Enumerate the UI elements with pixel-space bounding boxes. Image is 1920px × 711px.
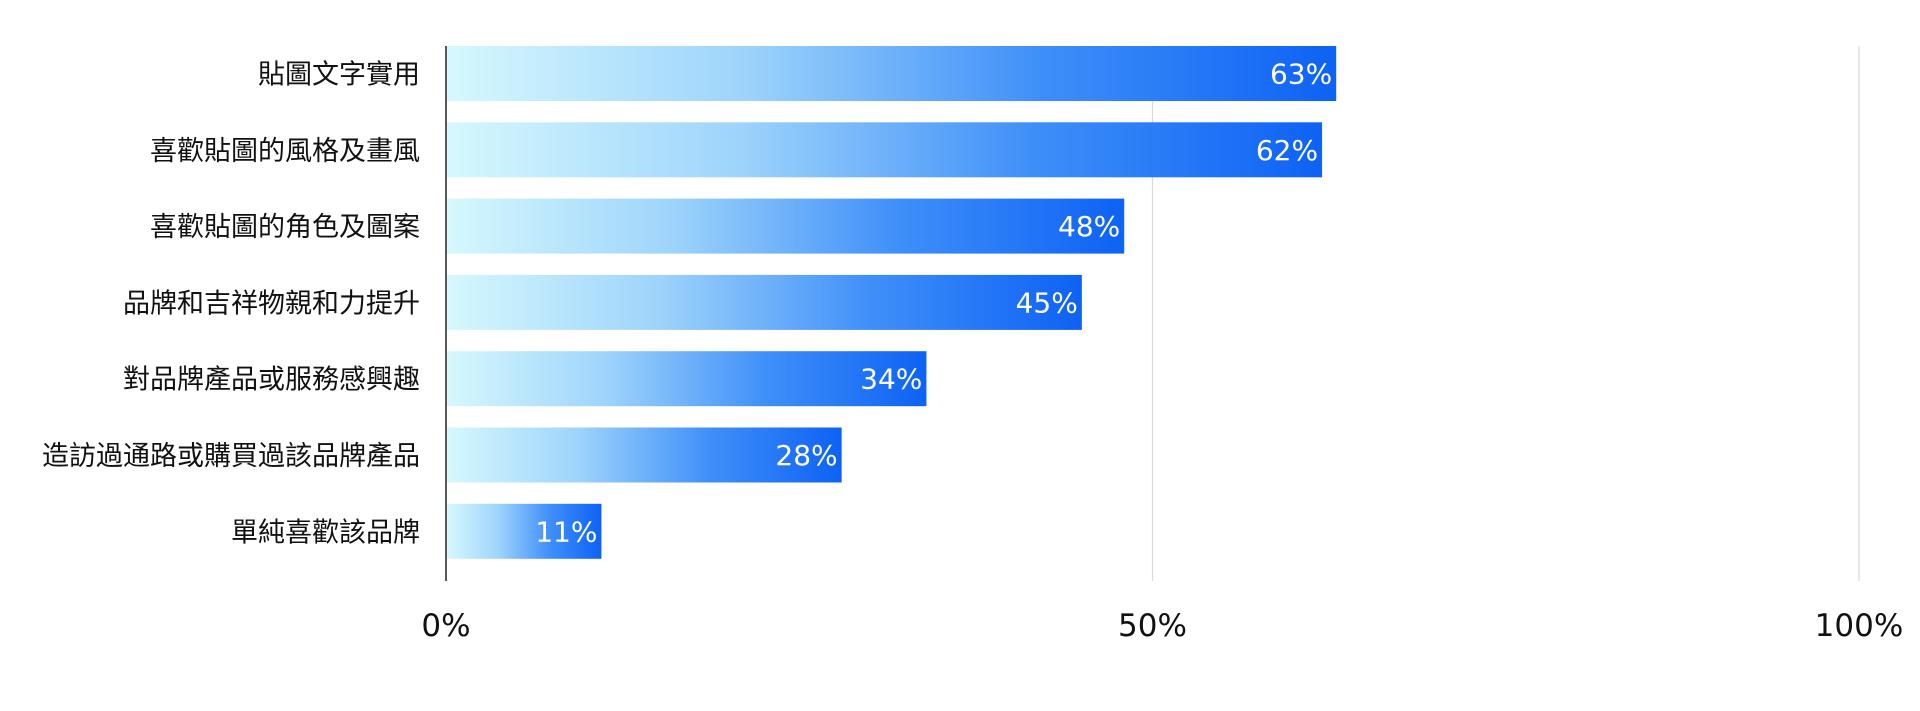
bar-layer (447, 46, 1337, 559)
category-label: 喜歡貼圖的角色及圖案 (150, 212, 420, 243)
bar-3 (447, 274, 1082, 330)
x-tick-label: 100% (1815, 608, 1904, 644)
category-label: 品牌和吉祥物親和力提升 (123, 288, 420, 319)
category-label: 貼圖文字實用 (258, 60, 420, 91)
value-label: 62% (1256, 134, 1318, 167)
value-label: 48% (1058, 210, 1120, 243)
value-label: 45% (1016, 286, 1078, 319)
category-label: 造訪過通路或購買過該品牌產品 (42, 441, 420, 472)
category-label: 喜歡貼圖的風格及畫風 (150, 136, 420, 167)
category-label: 單純喜歡該品牌 (231, 517, 420, 548)
x-tick-label: 0% (421, 608, 470, 644)
value-label: 11% (535, 515, 597, 548)
category-label: 對品牌產品或服務感興趣 (123, 365, 420, 396)
value-label: 63% (1270, 58, 1332, 91)
bar-5 (447, 427, 842, 483)
value-label: 34% (860, 363, 922, 396)
bar-2 (447, 198, 1125, 254)
bar-0 (447, 46, 1337, 101)
label-layer: 0% 50% 100% 貼圖文字實用 63% 喜歡貼圖的風格及畫風 62% 喜歡貼圖的角色及圖… (42, 58, 1903, 645)
bar-4 (447, 351, 927, 407)
bar-6 (447, 503, 602, 559)
value-label: 28% (775, 439, 837, 472)
x-tick-label: 50% (1118, 608, 1187, 644)
bar-1 (447, 122, 1323, 178)
